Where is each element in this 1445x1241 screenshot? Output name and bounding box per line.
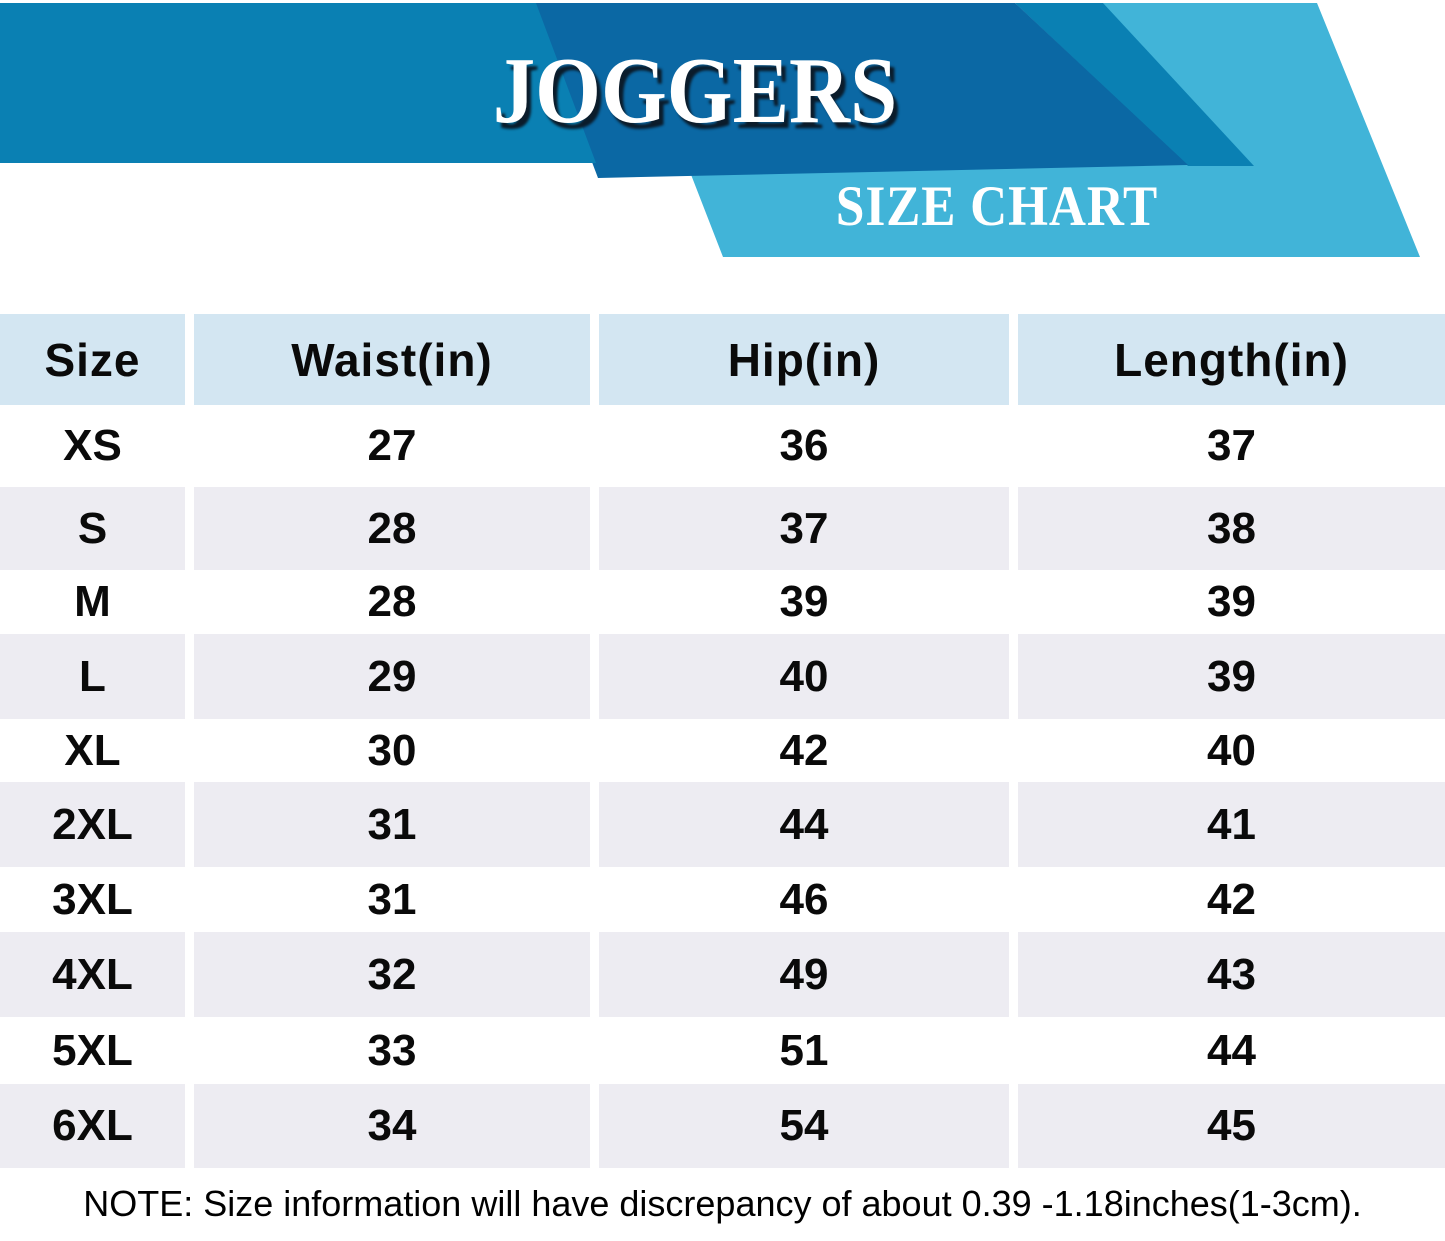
value-cell: 36	[779, 421, 829, 470]
table-row-m: M 28 39 39	[0, 570, 1445, 634]
column-header-size: Size	[0, 314, 185, 405]
value-cell: 43	[1018, 932, 1445, 1017]
value-cell: 30	[367, 725, 417, 775]
banner-shape-light	[690, 3, 1420, 257]
value-cell: 44	[599, 782, 1009, 867]
value-cell: 54	[599, 1084, 1009, 1168]
value-cell: 44	[1207, 1025, 1256, 1075]
value-cell: 38	[1018, 487, 1445, 570]
table-row-xl: XL 30 42 40	[0, 719, 1445, 782]
value-cell: 46	[779, 874, 829, 924]
size-table-rows: XS 27 36 37 S 28 37 38 M 28 39 39 L 29 40 39 XL 30 42 40 2XL…	[0, 405, 1445, 1168]
value-cell: 32	[194, 932, 590, 1017]
size-label-cell: S	[0, 487, 185, 570]
table-row-2xl: 2XL 31 44 41	[0, 782, 1445, 867]
size-label-cell: XL	[64, 725, 121, 775]
value-cell: 31	[194, 782, 590, 867]
value-cell: 45	[1018, 1084, 1445, 1168]
table-row-s: S 28 37 38	[0, 487, 1445, 570]
value-cell: 39	[1207, 577, 1256, 626]
size-table: Size Waist(in) Hip(in) Length(in) XS 27 36…	[0, 314, 1445, 1168]
value-cell: 28	[194, 487, 590, 570]
banner-shapes	[0, 3, 1420, 257]
value-cell: 40	[599, 634, 1009, 719]
table-row-xs: XS 27 36 37	[0, 405, 1445, 487]
table-row-6xl: 6XL 34 54 45	[0, 1084, 1445, 1168]
value-cell: 40	[1207, 725, 1256, 775]
banner-shape-dark	[532, 3, 1188, 178]
banner-subtitle: SIZE CHART	[835, 174, 1159, 238]
value-cell: 37	[1207, 421, 1256, 470]
value-cell: 29	[194, 634, 590, 719]
value-cell: 33	[367, 1025, 417, 1075]
column-header-hip: Hip(in)	[599, 314, 1009, 405]
value-cell: 49	[599, 932, 1009, 1017]
table-row-4xl: 4XL 32 49 43	[0, 932, 1445, 1017]
size-label-cell: 5XL	[52, 1025, 133, 1075]
value-cell: 31	[367, 874, 417, 924]
table-row-5xl: 5XL 33 51 44	[0, 1017, 1445, 1084]
banner-title: JOGGERS	[492, 39, 898, 143]
size-label-cell: 2XL	[0, 782, 185, 867]
column-header-waist: Waist(in)	[194, 314, 590, 405]
size-label-cell: 6XL	[0, 1084, 185, 1168]
value-cell: 39	[779, 577, 829, 626]
value-cell: 51	[779, 1025, 829, 1075]
banner: JOGGERS SIZE CHART	[0, 0, 1445, 280]
value-cell: 42	[1207, 874, 1256, 924]
value-cell: 39	[1018, 634, 1445, 719]
banner-shape-mid-stripe	[1015, 3, 1254, 166]
value-cell: 28	[367, 577, 417, 626]
size-label-cell: M	[74, 577, 111, 626]
size-label-cell: 3XL	[52, 874, 133, 924]
value-cell: 34	[194, 1084, 590, 1168]
note-text: NOTE: Size information will have discrep…	[83, 1183, 1362, 1224]
column-header-length: Length(in)	[1018, 314, 1445, 405]
value-cell: 42	[779, 725, 829, 775]
table-row-l: L 29 40 39	[0, 634, 1445, 719]
banner-shape-left-band	[0, 3, 596, 163]
value-cell: 37	[599, 487, 1009, 570]
size-label-cell: 4XL	[0, 932, 185, 1017]
size-label-cell: L	[0, 634, 185, 719]
size-label-cell: XS	[63, 421, 122, 470]
table-row-3xl: 3XL 31 46 42	[0, 867, 1445, 932]
table-header-row: Size Waist(in) Hip(in) Length(in)	[0, 314, 1445, 405]
value-cell: 41	[1018, 782, 1445, 867]
value-cell: 27	[367, 421, 417, 470]
